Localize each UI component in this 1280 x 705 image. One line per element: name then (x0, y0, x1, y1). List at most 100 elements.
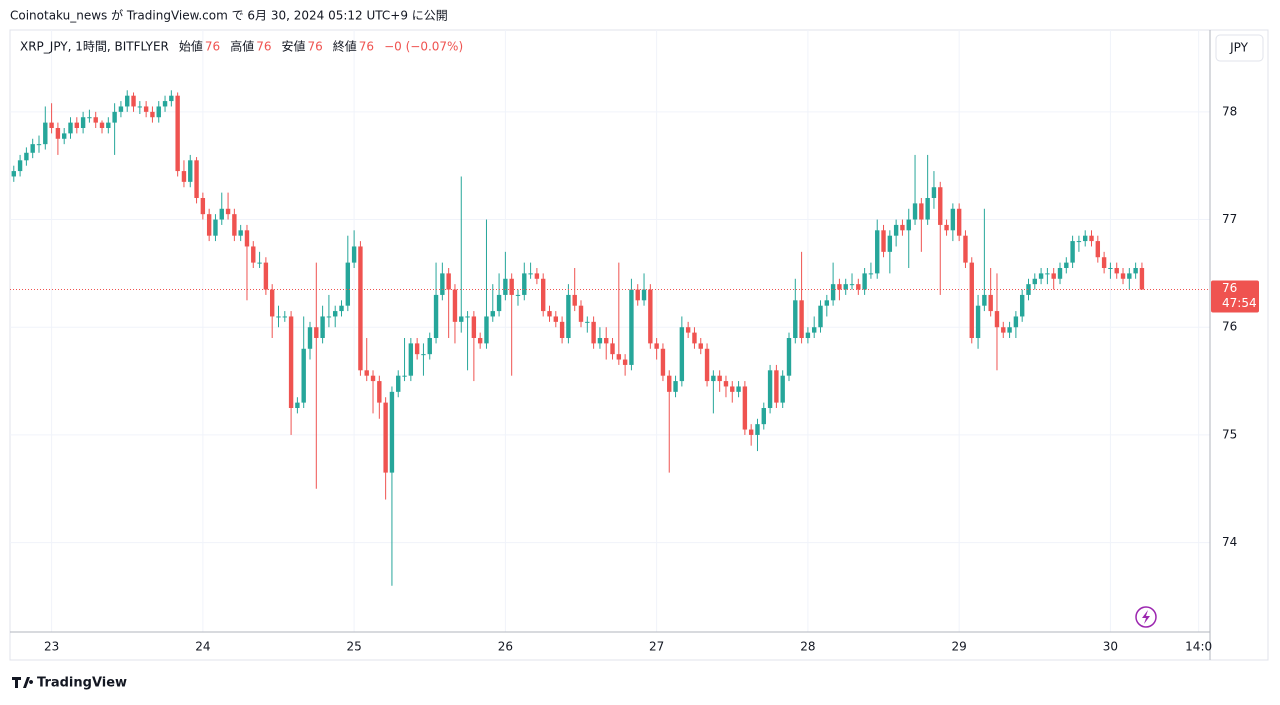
candle-body (1089, 235, 1094, 242)
candle-body (314, 327, 319, 338)
candle-body (1057, 268, 1063, 279)
candle-body (282, 316, 287, 318)
candle-body (1019, 294, 1025, 317)
y-tick-label: 75 (1222, 427, 1237, 441)
candle-body (1127, 273, 1132, 279)
header: Coinotaku_news が TradingView.com で 6月 30… (10, 8, 448, 23)
candle-body (660, 348, 666, 376)
candle-body (351, 246, 357, 263)
candle-body (975, 305, 981, 338)
candle-body (748, 429, 754, 435)
candle-body (68, 122, 73, 134)
candle-body (402, 375, 407, 377)
candle-body (471, 316, 477, 338)
footer: TradingView (37, 676, 127, 691)
last-price-label: 76 (1222, 281, 1237, 295)
candle-body (1001, 327, 1006, 333)
candle-body (717, 375, 722, 382)
candle-body (36, 144, 42, 146)
candle-body (320, 316, 325, 338)
candle-body (906, 219, 911, 231)
legend-label: 終値 (333, 39, 357, 54)
candle-body (1038, 273, 1044, 279)
candle-body (377, 381, 382, 403)
candle-body (213, 219, 218, 236)
candle-body (87, 117, 92, 119)
candle-body (982, 294, 987, 306)
y-tick-label: 76 (1222, 320, 1237, 334)
candle-body (931, 187, 937, 198)
candle-body (106, 122, 111, 128)
currency: JPY (1229, 41, 1249, 55)
candle-body (818, 305, 823, 328)
candle-body (1108, 268, 1113, 269)
candle-body (654, 343, 659, 349)
candle-body (24, 152, 29, 161)
candle-body (1076, 241, 1082, 243)
candle-body (875, 230, 880, 274)
candle-body (1007, 327, 1012, 333)
legend-label: 安値 (281, 39, 305, 54)
candle-body (900, 224, 905, 231)
candle-body (742, 386, 748, 430)
candle-body (679, 327, 685, 382)
candle-body (868, 273, 874, 275)
candle-body (856, 284, 861, 290)
legend-value: 76 (308, 40, 323, 54)
candle-body (1083, 235, 1088, 242)
candle-body (849, 284, 855, 286)
candle-body (269, 289, 275, 317)
candle-body (326, 316, 332, 318)
candle-body (711, 375, 716, 382)
legend-label: 高値 (230, 39, 254, 54)
candle-body (824, 300, 830, 306)
candle-body (604, 338, 609, 344)
candle-body (566, 294, 571, 338)
candle-body (528, 273, 533, 275)
candle-body (994, 311, 1000, 328)
legend-label: 始値 (179, 39, 203, 54)
candle-body (881, 230, 886, 252)
candle-body (333, 311, 338, 317)
lightning-icon[interactable] (1135, 606, 1157, 628)
candle-body (692, 332, 697, 344)
legend-value: 76 (256, 40, 271, 54)
candle-body (118, 106, 124, 112)
candle-body (938, 187, 943, 225)
y-tick-label: 74 (1222, 535, 1237, 549)
candle-body (440, 273, 445, 295)
candle-body (812, 327, 817, 333)
legend-value: 76 (205, 40, 220, 54)
x-tick-label: 24 (195, 640, 210, 654)
candle-body (150, 111, 155, 118)
candle-body (477, 338, 483, 344)
candle-body (559, 321, 565, 338)
candle-body (125, 95, 130, 107)
candle-body (137, 106, 143, 108)
candle-body (1101, 257, 1107, 268)
candle-body (1045, 273, 1050, 275)
candle-body (1133, 268, 1138, 274)
candle-body (1114, 268, 1119, 274)
candle-body (515, 294, 521, 296)
candle-body (919, 203, 924, 220)
candle-body (80, 117, 86, 128)
candle-body (206, 214, 212, 236)
symbol: XRP_JPY, 1時間, BITFLYER (20, 40, 169, 54)
last-price-tag (1211, 280, 1259, 313)
candle-body (162, 101, 168, 107)
candle-body (257, 262, 262, 264)
lightning-glyph (1142, 610, 1150, 624)
candle-body (862, 273, 867, 290)
currency-button[interactable] (1215, 34, 1264, 62)
candle-body (175, 95, 180, 172)
candle-body (704, 348, 710, 382)
candle-body (496, 294, 502, 312)
candle-body (761, 408, 766, 425)
y-tick-label: 78 (1222, 104, 1237, 118)
candle-body (421, 354, 426, 356)
candle-body (685, 327, 691, 333)
candle-body (99, 122, 105, 128)
candle-body (786, 338, 792, 376)
